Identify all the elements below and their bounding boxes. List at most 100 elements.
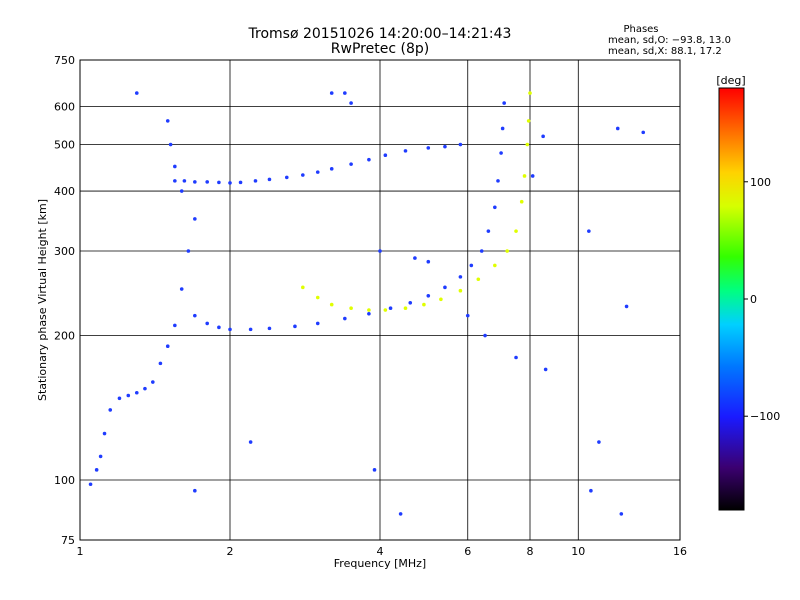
colorbar-tick-label: 0 (750, 293, 757, 306)
data-point (367, 308, 371, 312)
data-point (205, 180, 209, 184)
phase-stats-o: mean, sd,O: −93.8, 13.0 (608, 35, 731, 46)
data-point (502, 101, 506, 105)
data-point (528, 91, 532, 95)
data-point (193, 313, 197, 318)
phase-stats-x: mean, sd,X: 88.1, 17.2 (608, 46, 722, 57)
data-point (158, 361, 163, 366)
data-point (479, 249, 484, 253)
data-point (193, 217, 197, 221)
data-point (476, 277, 481, 282)
data-point (465, 313, 470, 318)
data-point (519, 199, 524, 204)
data-point (267, 177, 272, 182)
data-point (486, 229, 491, 233)
data-point (615, 126, 620, 131)
data-point (284, 175, 289, 180)
data-point (403, 149, 408, 153)
data-point (426, 259, 431, 264)
data-point (383, 308, 388, 312)
data-point (182, 179, 187, 183)
data-point (248, 440, 253, 444)
data-point (589, 488, 593, 493)
data-point (367, 311, 371, 316)
data-point (228, 327, 232, 332)
data-point (343, 316, 347, 321)
data-point (98, 454, 103, 459)
data-point (426, 146, 431, 150)
data-point (108, 408, 113, 412)
data-point (383, 153, 388, 158)
x-axis-ticks: 1 2 4 6 8 10 16 (77, 545, 688, 558)
data-point (301, 285, 305, 290)
data-point (496, 179, 500, 183)
data-point (525, 142, 530, 147)
data-point (315, 170, 320, 174)
data-point (443, 144, 447, 149)
data-point (458, 142, 463, 147)
y-tick-label: 600 (54, 101, 75, 114)
data-point (217, 180, 221, 185)
data-point (426, 293, 431, 298)
data-point (134, 390, 139, 395)
data-point (619, 512, 624, 516)
data-point (117, 396, 122, 401)
data-point (102, 431, 107, 436)
data-point (248, 327, 253, 332)
data-point (530, 174, 535, 178)
data-point (329, 167, 334, 171)
data-point (293, 324, 297, 329)
scatter-points (88, 91, 646, 516)
data-point (315, 295, 320, 300)
colorbar-tick-label: 100 (750, 176, 771, 189)
data-point (165, 119, 170, 123)
data-point (193, 180, 197, 184)
data-point (173, 179, 177, 183)
chart-subtitle: RwPretec (8p) (331, 41, 429, 57)
data-point (587, 229, 591, 233)
grid-lines (79, 59, 681, 541)
data-point (439, 297, 443, 302)
y-tick-label: 75 (61, 534, 75, 547)
y-tick-label: 500 (54, 139, 75, 152)
data-point (179, 189, 184, 193)
y-tick-label: 100 (54, 474, 75, 487)
data-point (143, 386, 147, 391)
data-point (193, 488, 197, 493)
data-point (217, 325, 221, 330)
data-point (343, 91, 347, 95)
data-point (493, 263, 497, 268)
data-point (205, 321, 209, 326)
data-point (88, 482, 93, 487)
x-tick-label: 1 (77, 545, 84, 558)
data-point (413, 256, 417, 260)
chart-title: Tromsø 20151026 14:20:00–14:21:43 (248, 26, 512, 42)
data-point (398, 512, 403, 516)
data-point (367, 157, 371, 162)
data-point (505, 249, 509, 253)
plot-frame (79, 59, 681, 541)
data-point (349, 162, 353, 166)
colorbar (718, 87, 745, 511)
x-tick-label: 10 (571, 545, 585, 558)
data-point (126, 393, 131, 398)
x-tick-label: 4 (377, 545, 384, 558)
data-point (349, 306, 353, 311)
data-point (641, 130, 646, 135)
data-point (94, 468, 99, 472)
data-point (597, 440, 601, 444)
data-point (173, 164, 177, 169)
data-point (541, 134, 545, 139)
data-point (483, 333, 487, 338)
data-point (522, 174, 527, 178)
x-tick-label: 2 (227, 545, 234, 558)
data-point (422, 302, 426, 307)
data-point (458, 275, 463, 279)
data-point (499, 151, 503, 155)
data-point (315, 321, 320, 326)
y-tick-label: 750 (54, 54, 75, 67)
data-point (403, 306, 408, 311)
data-point (329, 91, 334, 95)
data-point (173, 323, 177, 328)
y-tick-label: 400 (54, 185, 75, 198)
